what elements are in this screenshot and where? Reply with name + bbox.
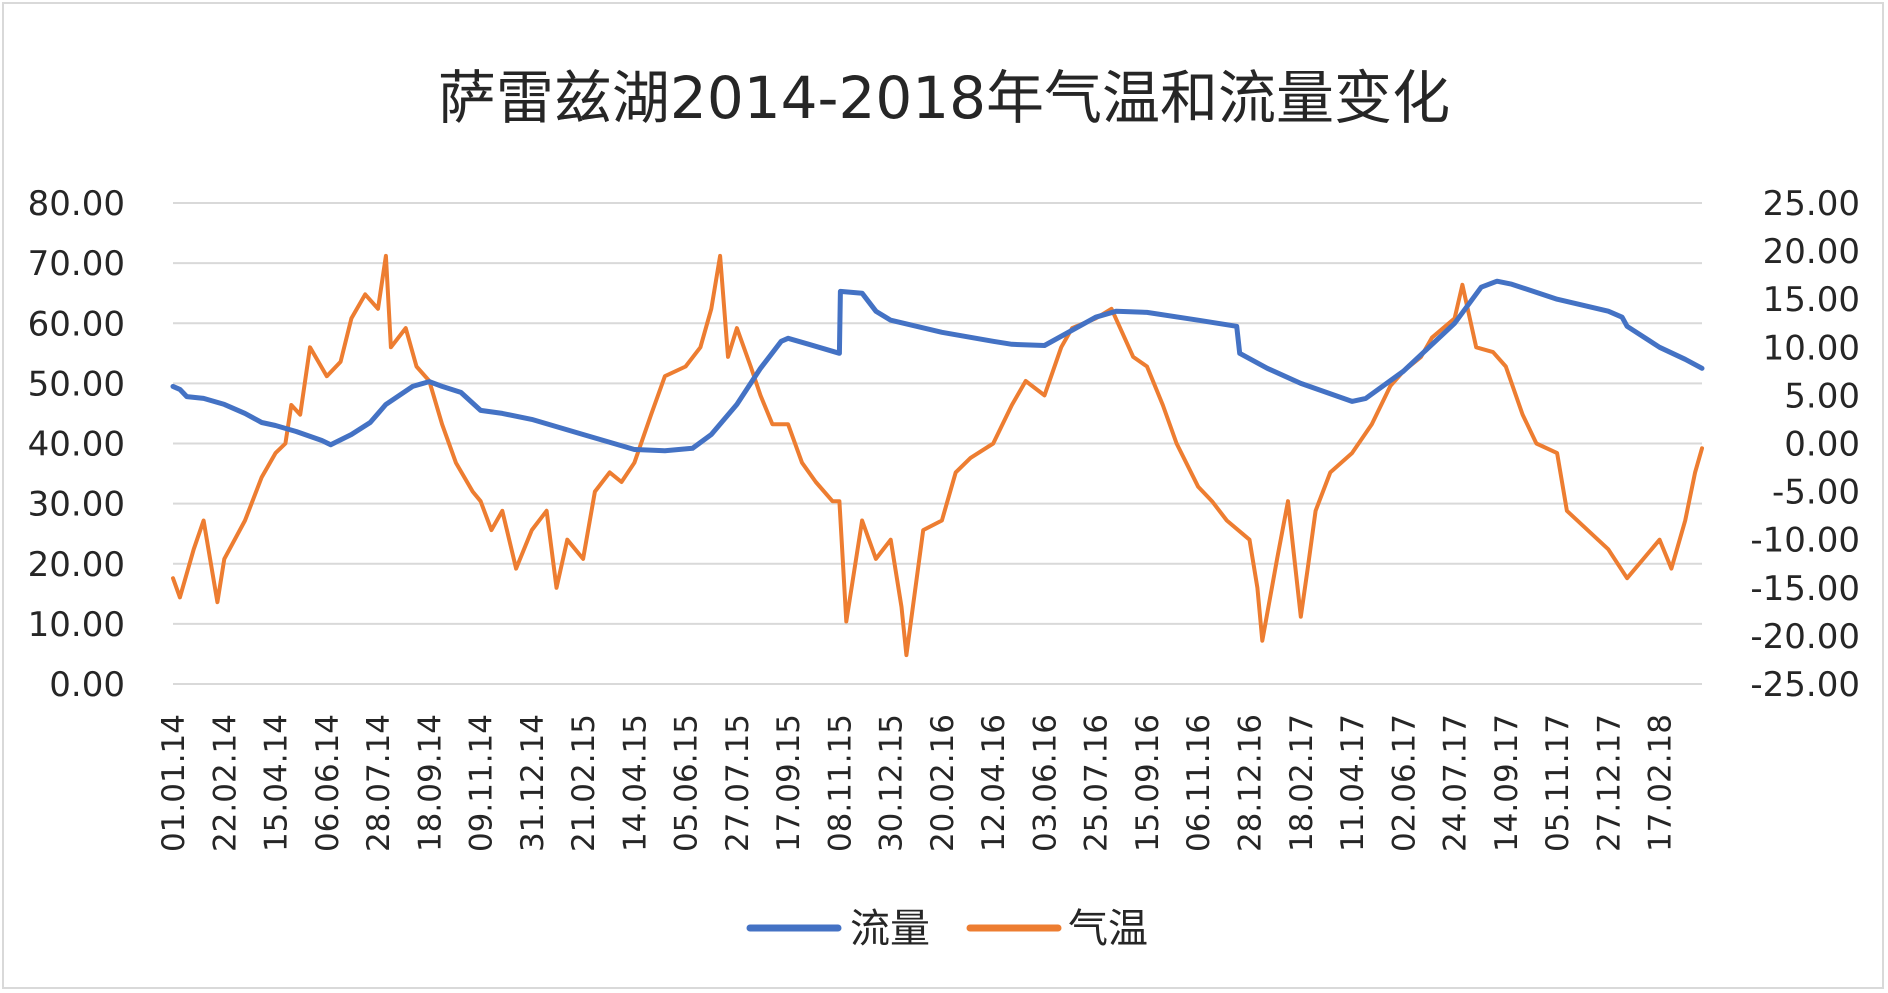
x-tick-label: 20.02.16 xyxy=(925,714,961,852)
legend-label-1: 气温 xyxy=(1068,906,1148,952)
series-line-1 xyxy=(171,253,1704,658)
x-tick-label: 11.04.17 xyxy=(1335,714,1371,852)
gridlines xyxy=(173,202,1702,685)
x-tick-label: 27.12.17 xyxy=(1591,714,1627,852)
y-right-tick-label: -25.00 xyxy=(1750,665,1860,705)
x-tick-label: 15.04.14 xyxy=(259,714,295,852)
x-tick-label: 21.02.15 xyxy=(566,714,602,852)
x-tick-label: 28.07.14 xyxy=(361,714,397,852)
x-tick-label: 22.02.14 xyxy=(207,714,243,852)
x-axis: 01.01.14 22.02.14 15.04.14 06.06.14 28.07.14… xyxy=(156,714,1679,852)
x-tick-label: 05.06.15 xyxy=(669,714,705,852)
x-tick-label: 15.09.16 xyxy=(1130,714,1166,852)
x-tick-label: 24.07.17 xyxy=(1438,714,1474,852)
x-tick-label: 31.12.14 xyxy=(515,714,551,852)
y-right-tick-label: 5.00 xyxy=(1784,376,1860,416)
y-right-tick-label: -15.00 xyxy=(1750,569,1860,609)
y-right-tick-label: -20.00 xyxy=(1750,617,1860,657)
y-left-tick-label: 60.00 xyxy=(28,304,125,344)
x-tick-label: 30.12.15 xyxy=(874,714,910,852)
x-tick-label: 17.09.15 xyxy=(771,714,807,852)
legend: 流量 气温 xyxy=(746,906,1148,952)
y-right-tick-label: 0.00 xyxy=(1784,425,1860,465)
right-y-axis: -25.00 -20.00 -15.00 -10.00 -5.00 0.00 5.00 10.… xyxy=(1750,184,1860,705)
y-left-tick-label: 70.00 xyxy=(28,244,125,284)
left-y-axis: 0.00 10.00 20.00 30.00 40.00 50.00 60.00 70.00 8… xyxy=(28,184,125,705)
x-tick-label: 12.04.16 xyxy=(976,714,1012,852)
x-tick-label: 05.11.17 xyxy=(1540,714,1576,852)
x-tick-label: 06.06.14 xyxy=(310,714,346,852)
y-left-tick-label: 0.00 xyxy=(49,665,125,705)
series-line-0 xyxy=(170,278,1705,454)
y-right-tick-label: -5.00 xyxy=(1772,473,1860,513)
y-right-tick-label: 15.00 xyxy=(1763,280,1860,320)
x-tick-label: 14.09.17 xyxy=(1489,714,1525,852)
x-tick-label: 18.02.17 xyxy=(1284,714,1320,852)
x-tick-label: 01.01.14 xyxy=(156,714,192,852)
y-right-tick-label: 10.00 xyxy=(1763,328,1860,368)
x-tick-label: 03.06.16 xyxy=(1027,714,1063,852)
x-tick-label: 08.11.15 xyxy=(822,714,858,852)
x-tick-label: 28.12.16 xyxy=(1233,714,1269,852)
y-left-tick-label: 10.00 xyxy=(28,605,125,645)
y-left-tick-label: 40.00 xyxy=(28,425,125,465)
x-tick-label: 02.06.17 xyxy=(1386,714,1422,852)
y-left-tick-label: 80.00 xyxy=(28,184,125,224)
y-right-tick-label: -10.00 xyxy=(1750,521,1860,561)
x-tick-label: 06.11.16 xyxy=(1181,714,1217,852)
x-tick-label: 09.11.14 xyxy=(464,714,500,852)
series-group xyxy=(170,253,1705,658)
legend-label-0: 流量 xyxy=(850,906,930,952)
x-tick-label: 25.07.16 xyxy=(1079,714,1115,852)
y-right-tick-label: 25.00 xyxy=(1763,184,1860,224)
x-tick-label: 18.09.14 xyxy=(412,714,448,852)
x-tick-label: 27.07.15 xyxy=(720,714,756,852)
x-tick-label: 14.04.15 xyxy=(617,714,653,852)
y-right-tick-label: 20.00 xyxy=(1763,232,1860,272)
y-left-tick-label: 50.00 xyxy=(28,364,125,404)
chart-title: 萨雷兹湖2014-2018年气温和流量变化 xyxy=(438,64,1450,132)
x-tick-label: 17.02.18 xyxy=(1643,714,1679,852)
y-left-tick-label: 30.00 xyxy=(28,485,125,525)
y-left-tick-label: 20.00 xyxy=(28,545,125,585)
